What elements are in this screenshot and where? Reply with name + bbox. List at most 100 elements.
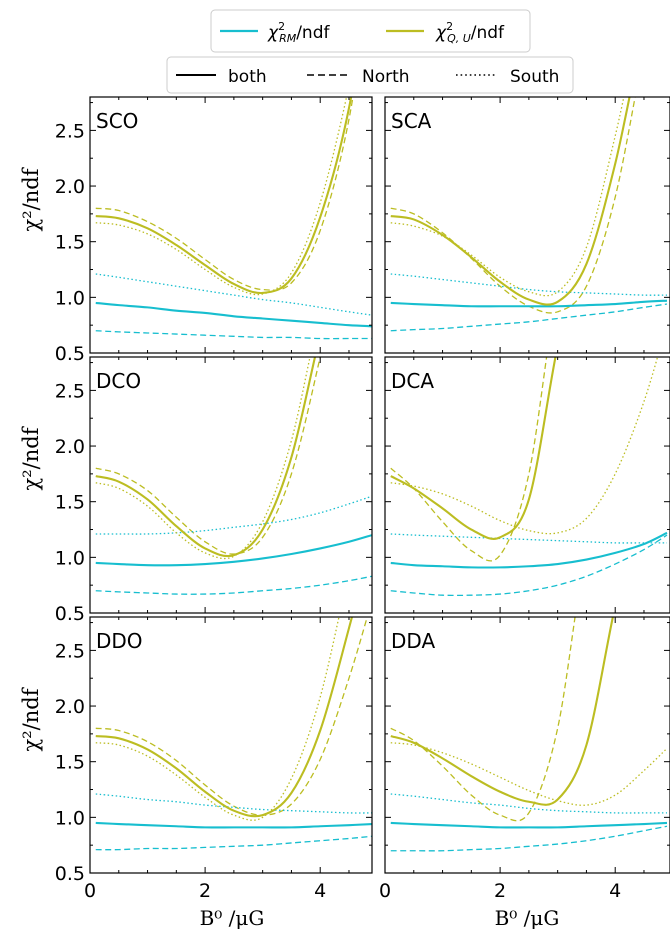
panel-curves — [95, 357, 372, 595]
series-qu-both — [95, 97, 353, 295]
series-rm-north — [95, 835, 372, 851]
y-axis-label-top: χ²/ndf — [19, 166, 43, 231]
series-qu-north — [390, 617, 576, 822]
panel-ticks — [90, 357, 372, 614]
y-tick-label: 0.5 — [55, 603, 85, 625]
series-qu-north — [390, 97, 636, 314]
series-qu-both — [390, 357, 557, 540]
series-rm-both — [95, 534, 372, 567]
panel-dco: DCO 0.5 1.0 1.5 2.0 2.5 — [55, 356, 373, 625]
series-rm-south — [390, 533, 667, 544]
series-rm-north — [95, 330, 372, 340]
panel-ticks — [90, 97, 372, 354]
series-qu-south — [390, 97, 625, 297]
legend-rm-label: χ2 RM/ndf — [267, 20, 330, 45]
panel-curves — [390, 357, 668, 597]
series-qu-south — [95, 357, 311, 560]
panel-ticks — [385, 617, 670, 874]
panel-frame — [89, 356, 373, 614]
panel-frame — [384, 96, 670, 354]
svg-text:χ²/ndf: χ²/ndf — [19, 686, 43, 751]
panel-dca: DCA — [384, 356, 670, 614]
panel-frame — [89, 96, 373, 354]
series-qu-north — [95, 97, 354, 291]
series-rm-both — [390, 299, 668, 308]
legend-qu-label: χ2 Q, U/ndf — [435, 20, 505, 45]
svg-text:χ²/ndf: χ²/ndf — [19, 425, 43, 490]
y-tick-label: 0.5 — [55, 343, 85, 365]
series-rm-both — [95, 821, 372, 829]
y-tick-label: 1.5 — [55, 232, 85, 254]
y-tick-label: 1.0 — [55, 287, 85, 309]
y-tick-label: 2.0 — [55, 176, 85, 198]
panel-label: SCA — [391, 109, 432, 133]
series-qu-both — [390, 97, 631, 306]
panel-ticks — [90, 617, 372, 874]
series-rm-north — [390, 534, 668, 597]
legend-hemisphere-frame — [166, 56, 574, 94]
x-tick-label: 2 — [199, 880, 211, 902]
series-rm-both — [390, 531, 668, 569]
y-tick-label: 1.5 — [55, 492, 85, 514]
series-qu-both — [95, 617, 354, 818]
series-qu-both — [95, 357, 317, 558]
panel-label: DDO — [96, 629, 143, 653]
panel-sco: SCO 0.5 1.0 1.5 2.0 2.5 — [55, 96, 373, 365]
y-axis-label-bottom: χ²/ndf — [19, 686, 43, 751]
x-tick-label: 0 — [379, 880, 391, 902]
x-axis-label-right: B⁰ /μG — [495, 906, 560, 930]
panel-curves — [390, 97, 668, 332]
panel-curves — [95, 97, 372, 340]
panel-label: SCO — [96, 109, 138, 133]
y-tick-label: 1.0 — [55, 807, 85, 829]
series-rm-north — [390, 303, 668, 332]
panel-dda: DDA 0 2 4 — [379, 616, 670, 902]
series-qu-south — [390, 357, 659, 535]
series-qu-north — [390, 357, 548, 562]
panel-ticks — [385, 357, 670, 614]
panel-frame — [384, 356, 670, 614]
series-qu-north — [95, 357, 321, 555]
legend-both-label: both — [228, 67, 267, 87]
series-qu-south — [95, 97, 348, 296]
x-tick-label: 4 — [314, 880, 326, 902]
series-rm-both — [390, 821, 668, 829]
legend-hemisphere: both North South — [166, 56, 574, 94]
panel-frame — [384, 616, 670, 874]
panel-sca: SCA — [384, 96, 670, 354]
series-rm-north — [95, 575, 372, 595]
x-tick-label: 0 — [84, 880, 96, 902]
series-rm-south — [95, 273, 372, 316]
y-tick-label: 2.0 — [55, 696, 85, 718]
panel-ticks — [385, 97, 670, 354]
series-qu-north — [95, 617, 368, 816]
panel-curves — [390, 617, 668, 852]
x-tick-label: 2 — [494, 880, 506, 902]
panel-frame — [89, 616, 373, 874]
series-rm-south — [390, 793, 667, 814]
legend-quantity: χ2 RM/ndf χ2 Q, U/ndf — [210, 9, 531, 53]
panel-label: DDA — [391, 629, 435, 653]
series-rm-north — [390, 825, 668, 852]
legend-north-label: North — [362, 67, 410, 87]
series-qu-south — [390, 742, 668, 806]
y-tick-label: 2.5 — [55, 120, 85, 142]
legend-quantity-frame — [210, 9, 531, 53]
series-rm-both — [95, 301, 372, 328]
panel-curves — [95, 617, 372, 851]
x-tick-label: 4 — [609, 880, 621, 902]
x-axis-label-left: B⁰ /μG — [200, 906, 265, 930]
legend-south-label: South — [510, 67, 559, 87]
y-tick-label: 2.5 — [55, 640, 85, 662]
y-axis-label-middle: χ²/ndf — [19, 425, 43, 490]
series-rm-south — [95, 495, 372, 535]
panel-ddo: DDO 0.5 1.0 1.5 2.0 2.5 0 2 4 — [55, 616, 373, 902]
y-tick-label: 1.5 — [55, 752, 85, 774]
panel-label: DCA — [391, 369, 434, 393]
series-qu-both — [390, 617, 614, 806]
svg-text:χ²/ndf: χ²/ndf — [19, 166, 43, 231]
y-tick-label: 2.5 — [55, 380, 85, 402]
y-tick-label: 0.5 — [55, 863, 85, 885]
